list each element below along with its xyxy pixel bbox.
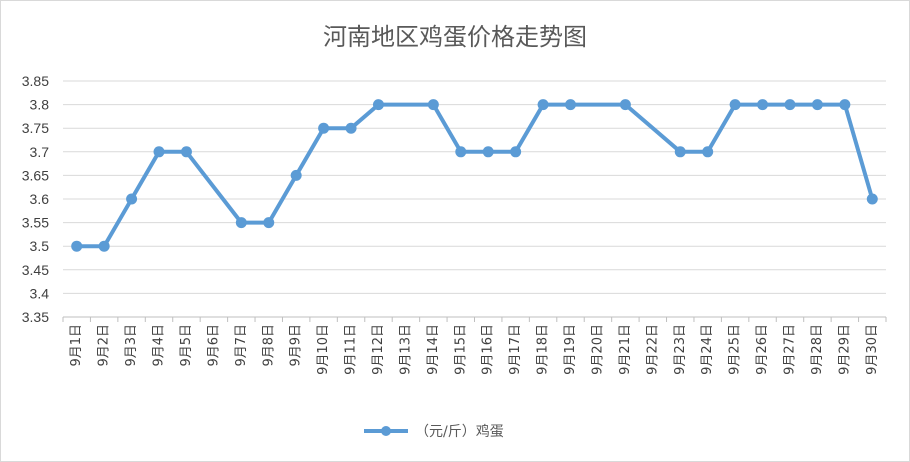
data-point <box>263 217 275 229</box>
data-point <box>180 146 192 158</box>
gridlines <box>63 80 886 318</box>
x-tick-label: 9月26日 <box>755 324 770 375</box>
y-tick-label: 3.65 <box>22 167 49 183</box>
data-point <box>510 146 522 158</box>
x-tick-label: 9月3日 <box>124 324 139 367</box>
x-tick-label: 9月18日 <box>536 324 551 375</box>
data-point <box>482 146 494 158</box>
legend: （元/斤）鸡蛋 <box>364 423 504 440</box>
data-point <box>345 122 357 134</box>
data-point <box>537 99 549 111</box>
y-tick-label: 3.8 <box>30 97 50 113</box>
x-tick-label: 9月12日 <box>371 324 386 375</box>
data-point <box>290 169 302 181</box>
x-tick-label: 9月7日 <box>234 324 249 367</box>
x-tick-label: 9月17日 <box>508 324 523 375</box>
data-point <box>811 99 823 111</box>
x-tick-label: 9月5日 <box>179 324 194 367</box>
x-tick-label: 9月9日 <box>289 324 304 367</box>
series-layer <box>71 99 878 252</box>
x-tick-label: 9月13日 <box>398 324 413 375</box>
data-point <box>71 240 83 252</box>
data-point <box>126 193 138 205</box>
x-tick-label: 9月2日 <box>97 324 112 367</box>
x-tick-label: 9月20日 <box>590 324 605 375</box>
x-tick-label: 9月29日 <box>837 324 852 375</box>
y-tick-label: 3.6 <box>30 191 50 207</box>
data-point <box>427 99 439 111</box>
x-tick-label: 9月15日 <box>453 324 468 375</box>
y-tick-label: 3.5 <box>30 238 50 254</box>
data-point <box>619 99 631 111</box>
y-tick-label: 3.7 <box>30 144 50 160</box>
data-point <box>757 99 769 111</box>
x-tick-label: 9月28日 <box>810 324 825 375</box>
data-point <box>784 99 796 111</box>
data-point <box>839 99 851 111</box>
data-point <box>866 193 878 205</box>
y-tick-label: 3.45 <box>22 262 49 278</box>
x-tick-label: 9月25日 <box>728 324 743 375</box>
x-tick-label: 9月11日 <box>344 324 359 375</box>
y-tick-label: 3.4 <box>30 285 50 301</box>
x-axis-tick-labels: 9月1日 9月2日 9月3日 9月4日 9月5日 9月6日 9月7日 9月8日 9月9日 9月10… <box>69 324 880 375</box>
y-axis-tick-labels: 3.35 3.4 3.45 3.5 3.55 3.6 3.65 3.7 3.75 3.8 3.85 <box>22 73 49 325</box>
data-point <box>565 99 577 111</box>
x-tick-label: 9月27日 <box>782 324 797 375</box>
x-tick-label: 9月23日 <box>673 324 688 375</box>
y-tick-label: 3.55 <box>22 215 49 231</box>
x-tick-label: 9月30日 <box>865 324 880 375</box>
x-tick-label: 9月24日 <box>700 324 715 375</box>
y-tick-label: 3.75 <box>22 120 49 136</box>
x-tick-label: 9月1日 <box>69 324 84 367</box>
x-tick-label: 9月16日 <box>481 324 496 375</box>
data-point <box>729 99 741 111</box>
chart-title: 河南地区鸡蛋价格走势图 <box>323 23 587 51</box>
data-point <box>235 217 247 229</box>
x-tick-label: 9月6日 <box>206 324 221 367</box>
data-point <box>372 99 384 111</box>
data-point <box>702 146 714 158</box>
x-tick-label: 9月21日 <box>618 324 633 375</box>
legend-marker-swatch <box>381 426 391 436</box>
data-point <box>98 240 110 252</box>
data-point <box>318 122 330 134</box>
data-point <box>153 146 165 158</box>
x-tick-label: 9月22日 <box>645 324 660 375</box>
x-tick-label: 9月4日 <box>152 324 167 367</box>
y-tick-label: 3.35 <box>22 309 49 325</box>
x-tick-label: 9月14日 <box>426 324 441 375</box>
data-point <box>455 146 467 158</box>
data-point <box>674 146 686 158</box>
x-tick-label: 9月10日 <box>316 324 331 375</box>
axes <box>62 316 887 322</box>
legend-label: （元/斤）鸡蛋 <box>415 423 504 440</box>
y-tick-label: 3.85 <box>22 73 49 89</box>
x-tick-label: 9月19日 <box>563 324 578 375</box>
x-tick-label: 9月8日 <box>261 324 276 367</box>
